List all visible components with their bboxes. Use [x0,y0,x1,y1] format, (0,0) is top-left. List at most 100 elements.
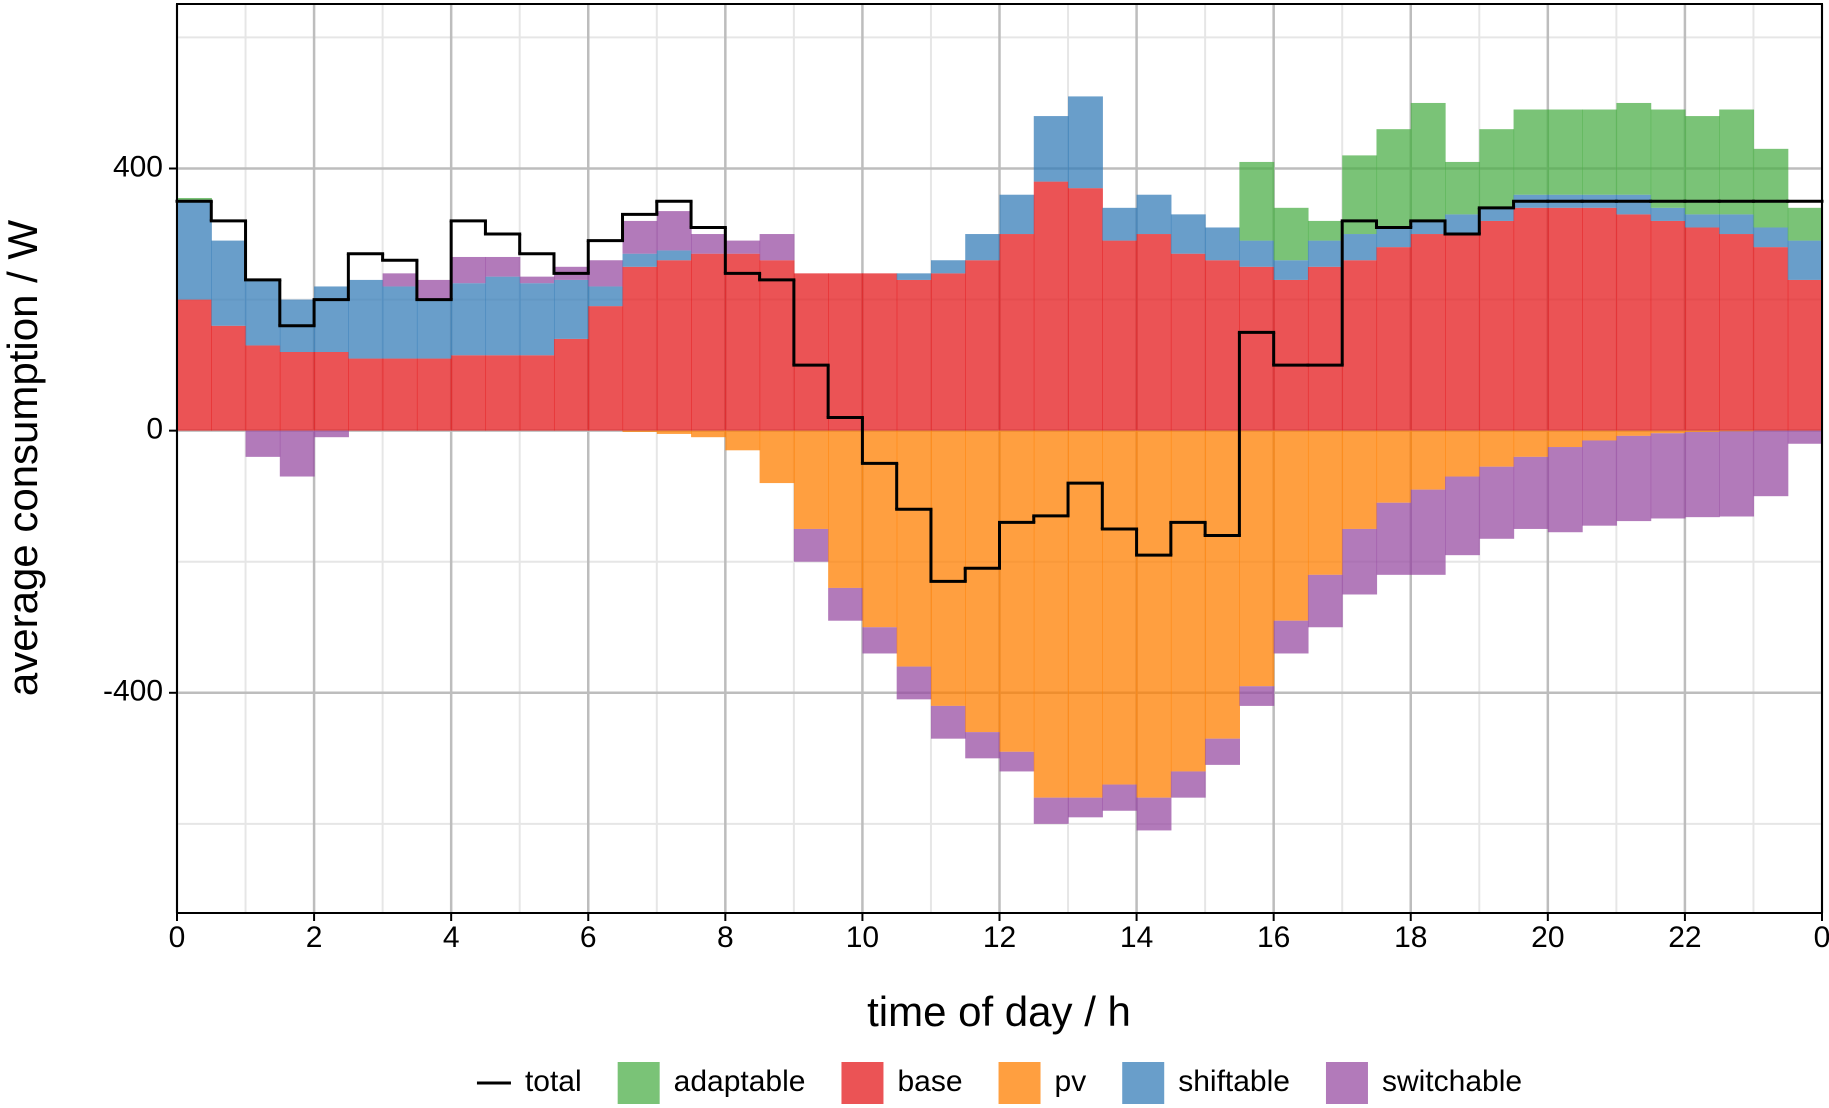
area-segment [1136,430,1172,798]
area-segment [622,253,658,267]
area-segment [245,430,281,457]
area-segment [965,430,1001,733]
area-segment [1445,476,1480,556]
area-segment [793,528,829,562]
area-segment [1102,207,1138,241]
area-segment [1513,456,1549,529]
area-segment [896,279,932,431]
area-segment [1342,430,1378,529]
area-segment [1068,430,1103,798]
area-segment [1410,430,1446,490]
axes: 0 2 4 6 8 10 12 14 16 18 20 22 0 -400 0 400 [103,150,1829,954]
area-segment [1650,109,1686,208]
area-segment [999,194,1035,235]
area-segment [999,751,1035,772]
area-segment [896,273,932,280]
x-tick-label: 2 [306,921,323,954]
plot-marks [175,96,1824,831]
area-segment [1170,430,1206,772]
legend-item: total [476,1065,582,1098]
area-segment [691,253,726,431]
area-segment [553,279,589,339]
area-segment [348,358,384,431]
x-tick-label: 14 [1120,921,1153,954]
area-segment [1753,148,1789,228]
legend-item: pv [998,1062,1086,1104]
area-segment [1787,207,1823,241]
area-segment [1410,102,1446,221]
area-segment [1684,430,1720,432]
area-segment [1273,207,1309,261]
area-segment [862,273,898,431]
area-segment [588,286,624,307]
area-segment [622,430,658,432]
area-segment [1650,207,1686,221]
area-segment [1307,240,1343,267]
y-axis-title: average consumption / W [0,220,46,697]
area-segment [1273,279,1309,431]
legend-label: shiftable [1178,1065,1290,1098]
area-segment [1684,227,1720,431]
area-segment [1719,430,1755,432]
area-segment [382,273,418,287]
area-segment [1787,430,1823,444]
area-segment [1239,686,1275,706]
area-segment [485,256,521,277]
area-segment [1307,220,1343,241]
area-segment [725,240,761,254]
area-segment [828,587,864,621]
x-tick-label: 20 [1531,921,1564,954]
area-segment [1102,784,1138,811]
x-tick-label: 4 [443,921,460,954]
area-segment [1376,430,1412,503]
area-segment [691,234,726,254]
area-segment [1479,129,1515,208]
area-segment [1239,430,1275,687]
area-segment [1033,797,1069,824]
area-segment [656,250,692,261]
area-segment [1719,214,1755,235]
area-segment [622,220,658,254]
area-segment [1239,266,1275,431]
area-segment [1719,109,1755,215]
area-segment [759,234,795,261]
area-segment [416,358,452,431]
area-segment [1102,430,1138,785]
area-segment [896,430,932,667]
area-segment [1650,220,1686,431]
area-segment [1033,430,1069,798]
area-segment [1342,528,1378,595]
area-segment [314,286,349,353]
area-segment [382,286,418,359]
area-segment [1136,234,1172,431]
legend-label: total [525,1065,582,1098]
area-segment [1376,227,1412,248]
area-segment [1753,430,1789,497]
x-tick-label: 16 [1257,921,1290,954]
area-segment [1068,188,1103,431]
area-segment [1753,227,1789,248]
area-segment [1239,161,1275,241]
area-segment [862,430,898,628]
x-tick-label: 18 [1394,921,1427,954]
area-segment [485,276,521,356]
area-segment [999,234,1035,431]
area-segment [828,273,864,431]
area-segment [314,352,349,431]
area-segment [759,260,795,431]
area-segment [245,279,281,346]
area-segment [656,211,692,251]
legend: total adaptable base pv shiftable switchable [476,1062,1522,1104]
area-segment [1410,489,1446,575]
area-segment [862,627,898,654]
area-segment [1410,220,1446,235]
legend-label: base [897,1065,962,1098]
area-segment [314,430,349,438]
area-segment [1684,214,1720,228]
legend-key [617,1062,660,1104]
area-segment [896,666,932,700]
area-segment [485,355,521,431]
area-segment [1582,207,1617,431]
area-segment [211,325,247,431]
area-segment [1136,194,1172,235]
